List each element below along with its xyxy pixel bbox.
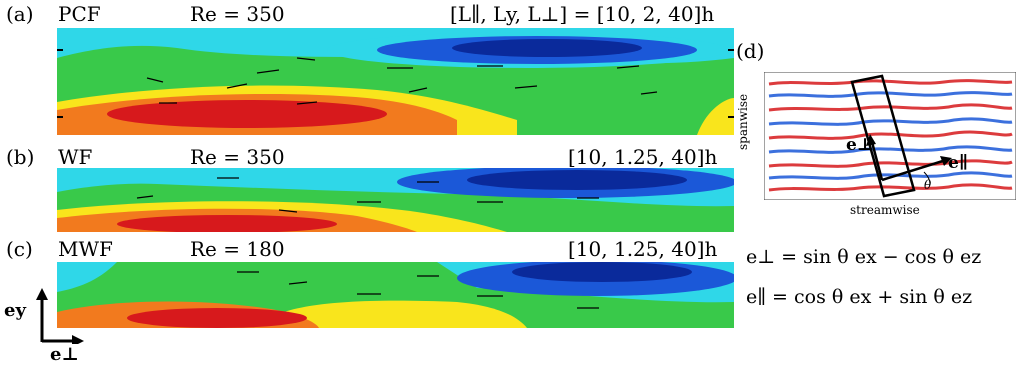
panel-b-tag: (b) [6,145,35,169]
inset-ylabel: spanwise [736,93,750,150]
panel-d-tag: (d) [736,39,765,63]
panel-a-name: PCF [58,2,101,26]
axes-indicator [34,284,84,344]
axis-label-ey: ey [4,300,26,321]
panel-a-tag: (a) [6,2,34,26]
inset-xlabel: streamwise [850,203,920,217]
inset-e-perp: e⊥ [846,135,874,155]
axis-label-eperp: e⊥ [50,344,79,365]
panel-c-field [57,262,734,328]
inset-e-par: e∥ [948,153,968,173]
panel-a-field [57,28,734,135]
panel-a-re: Re = 350 [190,2,285,26]
panel-b-field [57,168,734,232]
panel-a-dims: [L∥, Ly, L⊥] = [10, 2, 40]h [450,2,715,26]
panel-c-dims: [10, 1.25, 40]h [568,237,718,261]
equation-e-perp: e⊥ = sin θ ex − cos θ ez [746,246,982,268]
panel-c-re: Re = 180 [190,237,285,261]
panel-c-name: MWF [58,237,113,261]
panel-b-name: WF [58,145,93,169]
panel-c-tag: (c) [6,237,33,261]
equation-e-par: e∥ = cos θ ex + sin θ ez [746,286,973,308]
panel-d-inset [764,72,1016,200]
panel-b-dims: [10, 1.25, 40]h [568,145,718,169]
panel-b-re: Re = 350 [190,145,285,169]
inset-theta: θ [924,178,932,192]
